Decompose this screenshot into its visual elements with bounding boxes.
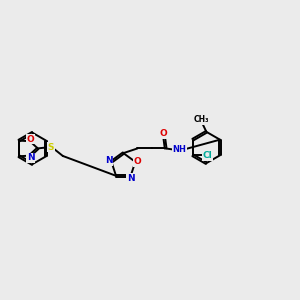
Text: N: N xyxy=(127,174,135,183)
Text: O: O xyxy=(27,134,34,143)
Text: O: O xyxy=(133,157,141,166)
Text: CH₃: CH₃ xyxy=(194,116,209,124)
Text: Cl: Cl xyxy=(202,151,212,160)
Text: N: N xyxy=(27,153,34,162)
Text: S: S xyxy=(48,143,54,152)
Text: N: N xyxy=(105,156,113,165)
Text: O: O xyxy=(159,129,167,138)
Text: NH: NH xyxy=(172,146,186,154)
